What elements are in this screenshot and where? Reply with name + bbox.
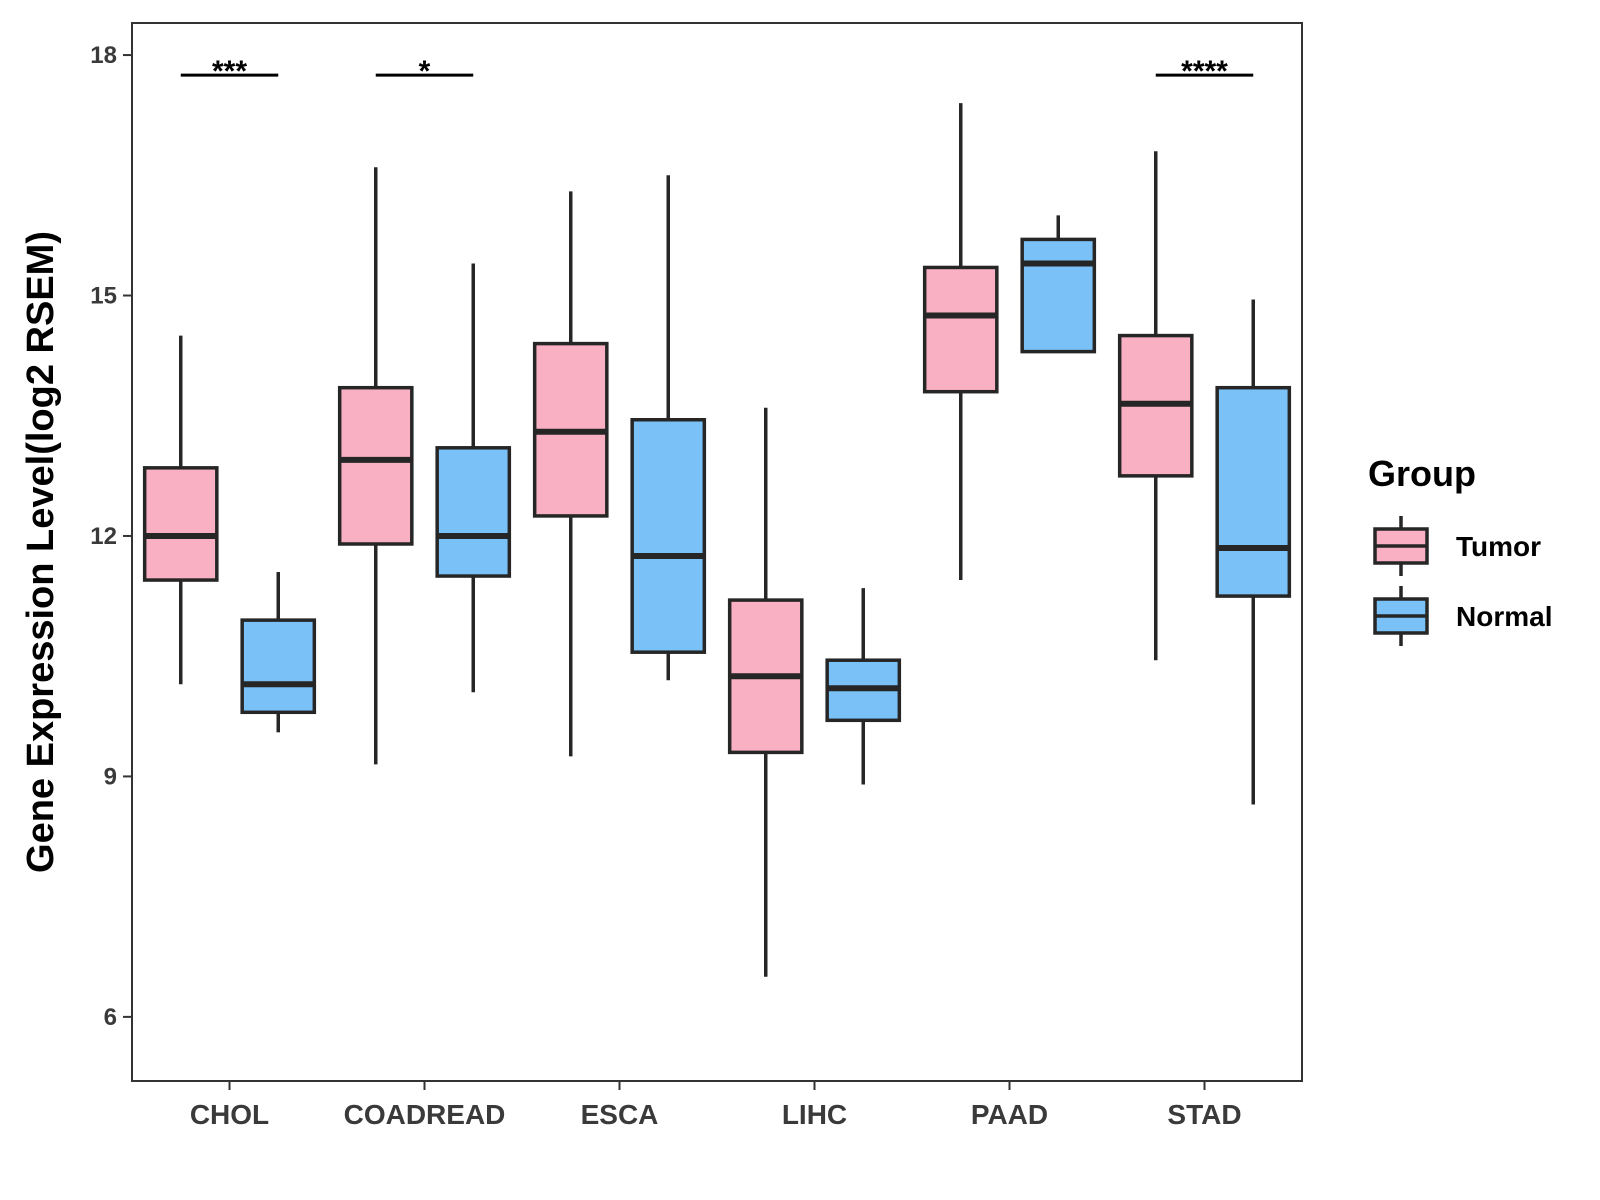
box-normal-coadread [435, 263, 512, 693]
box-body [1215, 385, 1292, 598]
y-axis-label: Gene Expression Level(log2 RSEM) [20, 231, 62, 873]
box-tumor-esca [532, 191, 609, 757]
significance-label: *** [212, 55, 247, 88]
box-tumor-paad [922, 103, 999, 581]
box-normal-paad [1020, 215, 1097, 354]
box-tumor-stad [1117, 151, 1194, 661]
legend: Group Tumor Normal [1368, 453, 1552, 646]
y-axis: 6 9 12 15 18 [90, 42, 132, 1031]
y-tick-label: 6 [104, 1004, 117, 1031]
x-tick-label: CHOL [190, 1099, 269, 1130]
significance-label: * [419, 55, 431, 88]
x-tick-label: PAAD [971, 1099, 1048, 1130]
x-axis: CHOL COADREAD ESCA LIHC PAAD STAD [190, 1081, 1242, 1130]
y-tick-label: 9 [104, 763, 117, 790]
y-tick-label: 18 [90, 42, 117, 69]
box-tumor-coadread [337, 167, 414, 765]
significance-layer: *** * **** [180, 55, 1254, 88]
x-tick-label: STAD [1167, 1099, 1241, 1130]
box-body [630, 418, 707, 654]
legend-title: Group [1368, 453, 1476, 494]
box-tumor-lihc [727, 407, 804, 977]
box-body [922, 265, 999, 394]
plot-panel [131, 22, 1303, 1082]
box-normal-esca [630, 175, 707, 681]
y-tick-label: 12 [90, 523, 117, 550]
box-normal-lihc [825, 588, 902, 785]
legend-label: Normal [1456, 601, 1552, 632]
box-body [337, 385, 414, 546]
box-tumor-chol [142, 335, 219, 685]
legend-item-normal: Normal [1373, 586, 1552, 646]
x-tick-label: LIHC [782, 1099, 847, 1130]
box-normal-chol [240, 572, 317, 733]
x-tick-label: ESCA [581, 1099, 659, 1130]
box-body [435, 446, 512, 578]
box-body [1020, 237, 1097, 354]
legend-item-tumor: Tumor [1373, 516, 1541, 576]
y-tick-label: 15 [90, 283, 117, 310]
significance-label: **** [1181, 55, 1228, 88]
box-body [142, 466, 219, 582]
box-normal-stad [1215, 299, 1292, 805]
box-body [240, 618, 317, 715]
x-tick-label: COADREAD [344, 1099, 506, 1130]
boxes-layer [142, 103, 1292, 977]
legend-label: Tumor [1456, 531, 1541, 562]
